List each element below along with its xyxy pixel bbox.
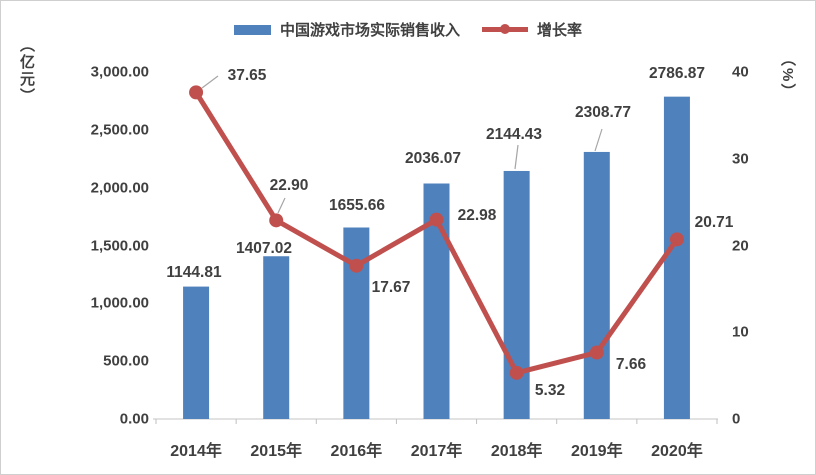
chart-legend: 中国游戏市场实际销售收入 增长率 xyxy=(1,19,815,40)
label-leader-line xyxy=(594,128,603,152)
label-leader-line xyxy=(514,144,519,170)
line-point-2014年 xyxy=(189,85,204,100)
legend-label: 中国游戏市场实际销售收入 xyxy=(279,22,460,39)
bar-2016年 xyxy=(343,227,370,419)
line-point-2016年 xyxy=(349,258,364,273)
legend-label: 增长率 xyxy=(537,22,583,39)
legend-item-1: 增长率 xyxy=(482,19,582,40)
bar-2020年 xyxy=(663,96,690,419)
label-leader-line xyxy=(277,197,286,214)
line-point-2018年 xyxy=(509,365,524,380)
legend-bar-swatch-icon xyxy=(233,24,271,35)
bar-2019年 xyxy=(583,151,610,419)
label-leader-line xyxy=(201,75,219,89)
bar-2014年 xyxy=(183,286,210,419)
bar-2018年 xyxy=(503,170,530,419)
line-point-2015年 xyxy=(269,213,284,228)
left-axis-title: （亿元） xyxy=(18,37,35,105)
legend-line-marker-icon xyxy=(482,24,528,35)
legend-item-0: 中国游戏市场实际销售收入 xyxy=(233,19,460,40)
line-point-2019年 xyxy=(589,345,604,360)
line-point-2020年 xyxy=(669,232,684,247)
line-point-2017年 xyxy=(429,212,444,227)
legend-dot-icon xyxy=(500,24,510,35)
right-axis-title: （%） xyxy=(779,51,796,101)
bar-2015年 xyxy=(263,256,290,419)
